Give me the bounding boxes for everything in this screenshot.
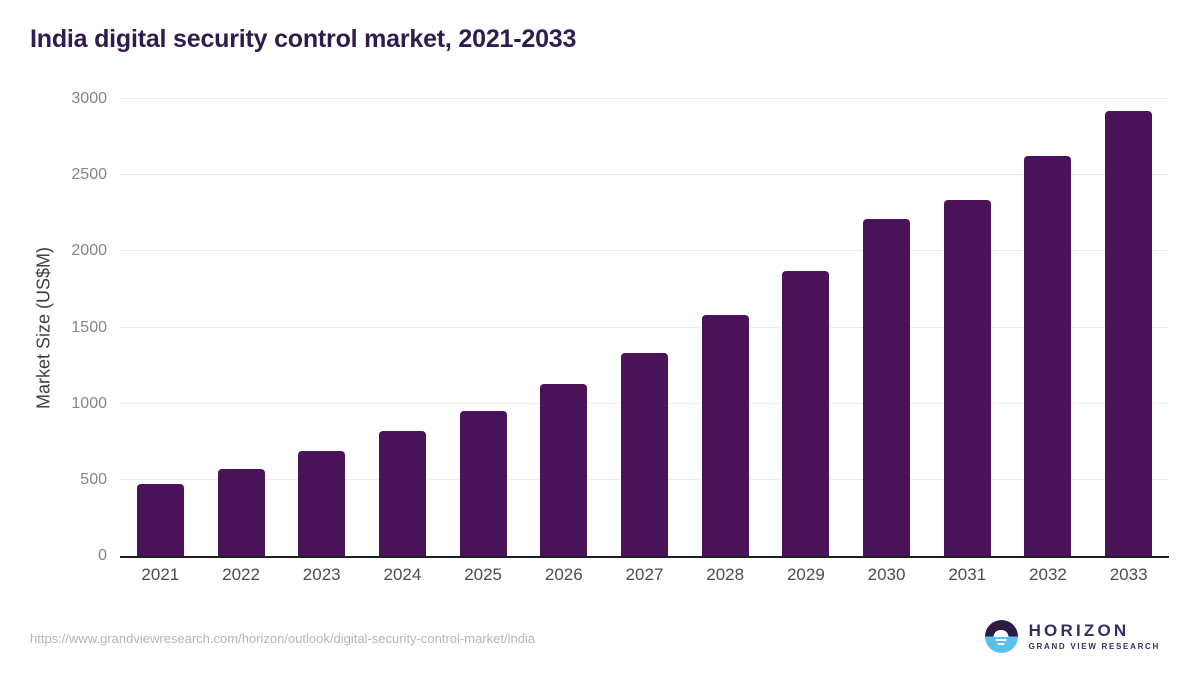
bar-2033 (1105, 111, 1153, 556)
x-tick-label-2028: 2028 (706, 565, 745, 584)
y-tick-label-2500: 2500 (71, 166, 107, 184)
y-tick-label-1500: 1500 (71, 318, 107, 336)
gridline-1500 (120, 326, 1169, 328)
bar-2024 (378, 431, 426, 556)
horizon-sun-icon (984, 620, 1018, 653)
bar-2027 (621, 352, 668, 556)
bar-2029 (782, 271, 830, 556)
x-tick-label-2032: 2032 (1029, 565, 1067, 584)
gridline-2000 (120, 250, 1169, 252)
bar-2032 (1024, 156, 1072, 556)
y-axis-title: Market Size (US$M) (33, 246, 54, 410)
sun-reflection-line (995, 639, 1007, 641)
y-tick-label-2000: 2000 (71, 242, 107, 260)
x-tick-label-2021: 2021 (141, 565, 180, 584)
x-tick-label-2030: 2030 (867, 565, 906, 584)
gridline-3000 (120, 98, 1169, 99)
x-tick-label-2033: 2033 (1109, 565, 1148, 584)
x-tick-label-2024: 2024 (383, 565, 422, 584)
x-tick-label-2031: 2031 (948, 565, 987, 584)
bar-2030 (863, 219, 911, 556)
x-tick-label-2023: 2023 (302, 565, 341, 584)
y-tick-label-1000: 1000 (71, 394, 107, 412)
horizon-logo: HORIZON GRAND VIEW RESEARCH (984, 620, 1160, 653)
x-tick-label-2027: 2027 (625, 565, 664, 584)
x-tick-label-2022: 2022 (222, 565, 260, 584)
sun-reflection-line (997, 643, 1005, 645)
y-tick-label-500: 500 (80, 470, 107, 488)
plot-area: 0 500 1000 1500 2000 2500 3000 2021 2022 2023 2024… (71, 90, 1169, 584)
source-url: https://www.grandviewresearch.com/horizo… (30, 631, 536, 646)
logo-text: HORIZON GRAND VIEW RESEARCH (1029, 622, 1160, 651)
x-tick-label-2026: 2026 (544, 565, 583, 584)
sun-glyph (993, 629, 1009, 637)
y-tick-label-3000: 3000 (71, 90, 107, 107)
bar-2028 (701, 315, 749, 556)
bar-2031 (943, 199, 991, 556)
y-tick-label-0: 0 (98, 547, 107, 564)
bar-2025 (459, 410, 507, 556)
bar-2022 (217, 469, 265, 556)
gridline-2500 (120, 174, 1169, 176)
bar-2026 (540, 383, 588, 556)
chart-title: India digital security control market, 2… (30, 25, 577, 53)
bar-2021 (136, 483, 184, 556)
logo-subtitle: GRAND VIEW RESEARCH (1028, 641, 1160, 651)
x-tick-label-2029: 2029 (786, 565, 825, 584)
bar-2023 (298, 450, 346, 556)
logo-name: HORIZON (1028, 621, 1130, 641)
x-tick-label-2025: 2025 (464, 565, 503, 584)
